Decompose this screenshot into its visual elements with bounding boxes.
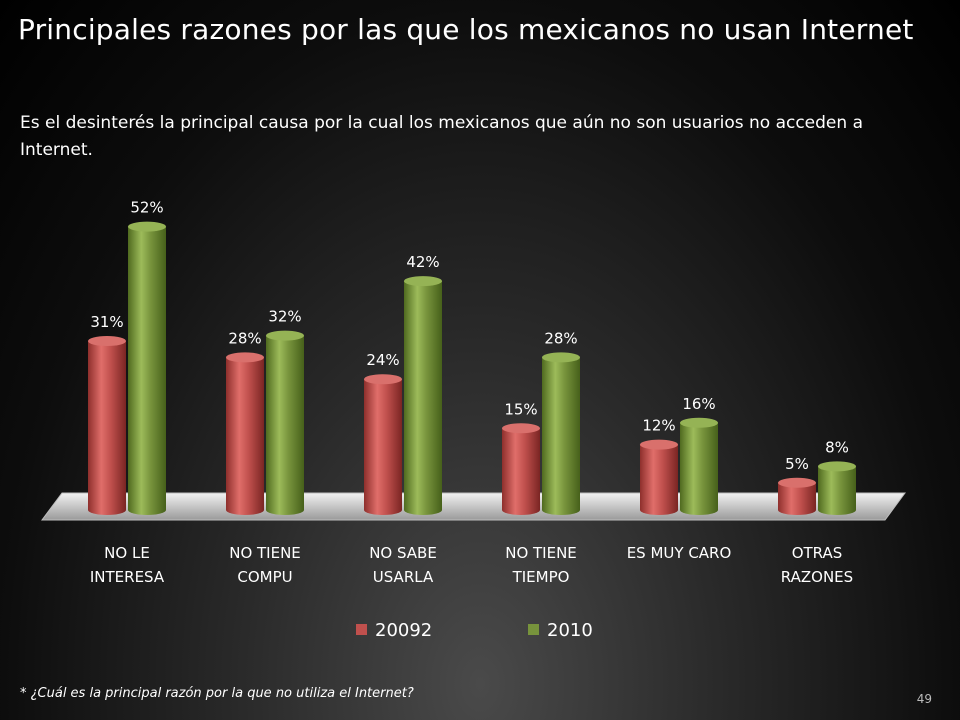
legend-item-20092: 20092: [356, 620, 432, 641]
bar-20092-4: [640, 439, 678, 515]
bar-2010-0: [128, 221, 166, 515]
chart-floor: [41, 492, 906, 521]
category-label-line: USARLA: [372, 568, 434, 586]
data-label-2010-1: 32%: [268, 308, 301, 326]
bar-20092-3: [502, 423, 540, 515]
data-label-20092-0: 31%: [90, 313, 123, 331]
category-label-line: RAZONES: [780, 568, 854, 586]
legend-label-20092: 20092: [375, 620, 433, 641]
legend-label-2010: 2010: [547, 620, 593, 641]
data-label-2010-2: 42%: [406, 253, 439, 271]
category-label-line: TIEMPO: [512, 568, 570, 586]
bar-20092-1: [226, 352, 264, 515]
data-label-2010-5: 8%: [825, 438, 849, 456]
legend-swatch-2010: [528, 624, 539, 635]
legend-item-2010: 2010: [528, 620, 593, 641]
data-label-20092-5: 5%: [785, 455, 809, 473]
category-label-4: ES MUY CARO: [614, 541, 744, 565]
data-label-2010-4: 16%: [682, 395, 715, 413]
bar-2010-2: [404, 276, 442, 515]
bar-20092-5: [778, 477, 816, 515]
category-label-line: NO TIENE: [505, 544, 577, 562]
category-label-line: NO SABE: [369, 544, 437, 562]
category-label-line: INTERESA: [89, 568, 165, 586]
data-label-20092-1: 28%: [228, 329, 261, 347]
category-label-line: NO TIENE: [229, 544, 301, 562]
category-label-line: COMPU: [237, 568, 293, 586]
slide-title: Principales razones por las que los mexi…: [18, 13, 914, 46]
category-label-5: OTRAS RAZONES: [752, 541, 882, 589]
category-label-0: NO LE INTERESA: [62, 541, 192, 589]
category-label-3: NO TIENE TIEMPO: [476, 541, 606, 589]
data-label-20092-2: 24%: [366, 351, 399, 369]
category-label-line: NO LE: [104, 544, 150, 562]
bar-20092-0: [88, 336, 126, 515]
page-number: 49: [916, 692, 932, 706]
bar-2010-4: [680, 417, 718, 515]
category-label-2: NO SABE USARLA: [338, 541, 468, 589]
bar-2010-1: [266, 330, 304, 515]
bar-2010-5: [818, 461, 856, 515]
data-label-20092-3: 15%: [504, 400, 537, 418]
category-label-1: NO TIENE COMPU: [200, 541, 330, 589]
footnote: * ¿Cuál es la principal razón por la que…: [20, 686, 414, 701]
bar-20092-2: [364, 374, 402, 515]
category-label-line: ES MUY CARO: [626, 544, 732, 562]
data-label-2010-0: 52%: [130, 199, 163, 217]
data-label-20092-4: 12%: [642, 417, 675, 435]
data-label-2010-3: 28%: [544, 329, 577, 347]
category-label-line: OTRAS: [791, 544, 843, 562]
bar-2010-3: [542, 352, 580, 515]
slide-subtitle: Es el desinterés la principal causa por …: [20, 113, 863, 160]
bar-chart: 31% 52% 28% 32% 24% 42% 15% 28% 12% 16% 5% 8%: [41, 199, 906, 521]
legend-swatch-20092: [356, 624, 367, 635]
